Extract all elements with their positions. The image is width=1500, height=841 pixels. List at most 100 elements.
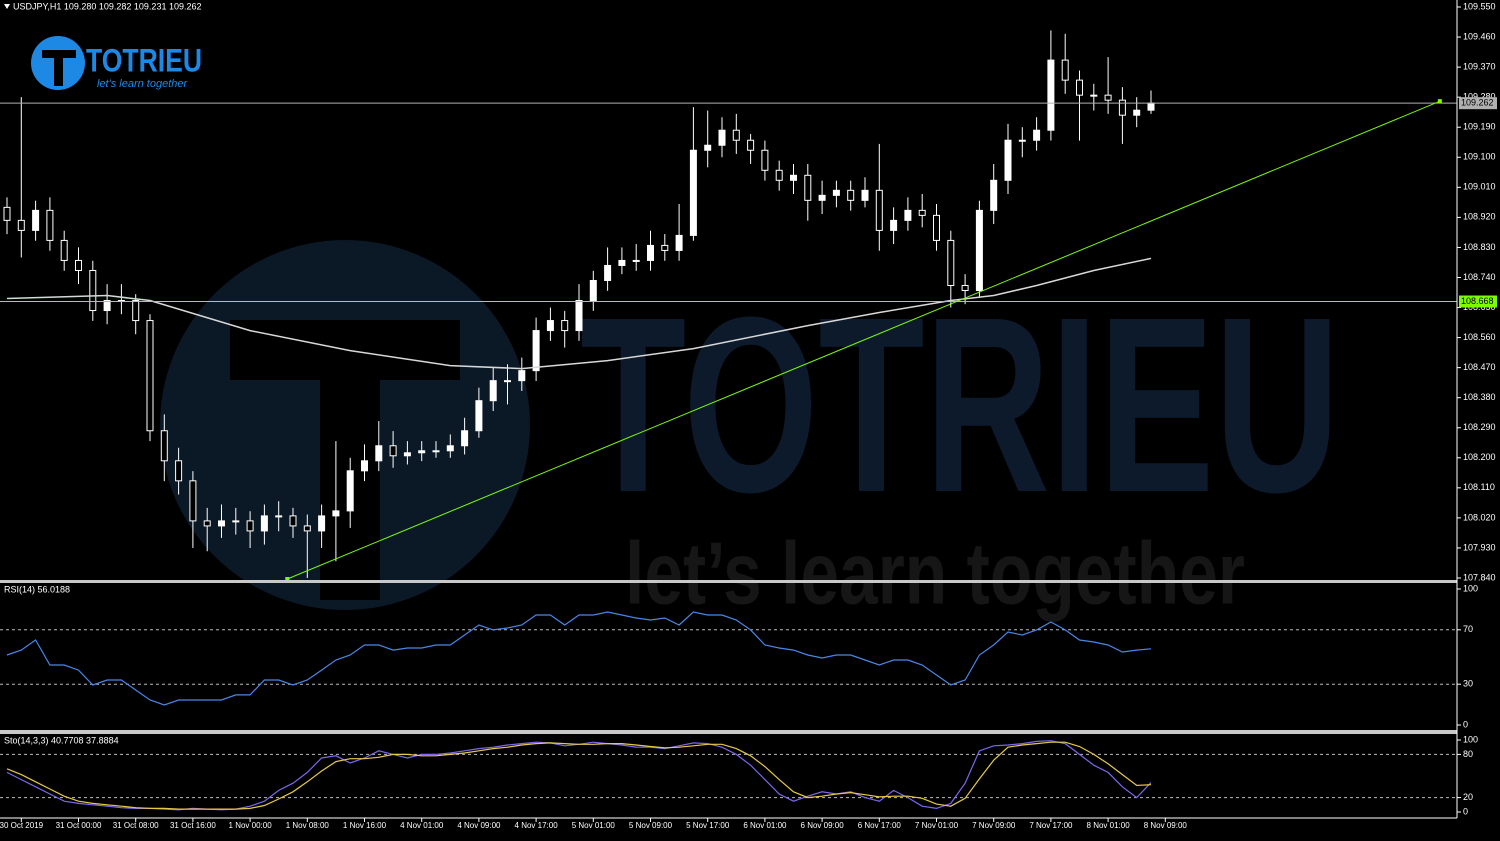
candle-body	[446, 445, 454, 452]
candle-body	[1061, 59, 1069, 81]
logo-tagline: let's learn together	[97, 78, 188, 90]
candle-body	[775, 169, 783, 181]
candle-body	[89, 269, 97, 312]
candle-body	[504, 380, 511, 383]
candle-body	[17, 219, 25, 231]
candle-body	[160, 430, 168, 462]
watermark-name: TOTRIEU	[580, 265, 1340, 544]
candle-body	[561, 320, 569, 332]
candle-body	[832, 189, 840, 196]
header-icon	[4, 4, 10, 9]
trendline	[287, 100, 1441, 580]
candle-body	[790, 174, 797, 181]
candle-body	[689, 149, 697, 236]
y-tick-label: 108.470	[1463, 362, 1496, 372]
y-tick-label: 80	[1463, 749, 1473, 759]
candle-body	[175, 460, 183, 482]
candle-body	[661, 244, 669, 251]
candle-body	[1033, 129, 1041, 141]
x-tick-label: 7 Nov 01:00	[915, 821, 959, 830]
x-tick-label: 1 Nov 16:00	[343, 821, 387, 830]
x-tick-label: 6 Nov 01:00	[743, 821, 787, 830]
candle-body	[132, 300, 140, 322]
x-tick-label: 5 Nov 09:00	[629, 821, 673, 830]
candle-body	[1047, 59, 1055, 131]
candle-body	[203, 520, 211, 527]
y-tick-label: 100	[1463, 734, 1478, 744]
candle-body	[146, 320, 154, 432]
price-label-box	[1459, 295, 1497, 308]
y-tick-label: 108.560	[1463, 332, 1496, 342]
candle-body	[1147, 102, 1155, 111]
candle-body	[232, 520, 240, 523]
y-tick-label: 108.110	[1463, 482, 1495, 492]
candle-body	[718, 129, 726, 146]
candle-body	[975, 209, 983, 292]
y-tick-label: 108.380	[1463, 392, 1496, 402]
y-tick-label: 109.280	[1463, 92, 1496, 102]
candle-body	[75, 259, 82, 271]
y-tick-label: 70	[1463, 624, 1473, 634]
candle-body	[189, 480, 197, 522]
series-line	[6, 740, 1152, 811]
candle-body	[461, 430, 469, 447]
candle-body	[947, 239, 955, 286]
panel-separator	[0, 730, 1457, 734]
candle-body	[990, 179, 998, 211]
stoch-title: Sto(14,3,3) 40.7708 37.8884	[4, 735, 119, 745]
x-tick-label: 5 Nov 17:00	[686, 821, 730, 830]
candle-body	[861, 189, 869, 201]
candle-body	[60, 239, 68, 261]
y-tick-label: 109.370	[1463, 61, 1496, 71]
y-tick-label: 108.740	[1463, 272, 1496, 282]
x-tick-label: 31 Oct 16:00	[170, 821, 216, 830]
candle-body	[575, 300, 583, 332]
candle-body	[847, 189, 855, 201]
candle-body	[1118, 99, 1126, 116]
candle-body	[1104, 94, 1112, 101]
x-tick-label: 6 Nov 17:00	[858, 821, 902, 830]
candle-body	[1018, 139, 1026, 142]
candle-body	[618, 259, 626, 266]
candle-body	[890, 219, 898, 231]
candle-body	[647, 244, 654, 261]
candle-body	[332, 510, 340, 517]
candle-body	[732, 129, 740, 141]
candle-body	[1090, 94, 1098, 97]
candle-body	[675, 234, 683, 251]
candle-body	[32, 209, 40, 231]
candle-body	[604, 264, 612, 281]
y-tick-label: 0	[1463, 806, 1468, 816]
x-tick-label: 30 Oct 2019	[0, 821, 44, 830]
trendline-anchor	[285, 576, 290, 581]
y-tick-label: 20	[1463, 792, 1473, 802]
y-tick-label: 0	[1463, 719, 1468, 729]
candle-body	[432, 450, 440, 453]
price-label-box	[1459, 97, 1497, 110]
candle-body	[418, 450, 426, 454]
candle-body	[275, 515, 283, 518]
price-label: 109.262	[1461, 98, 1494, 108]
candle-body	[389, 445, 397, 457]
moving-average	[6, 257, 1152, 370]
x-tick-label: 8 Nov 09:00	[1144, 821, 1188, 830]
candle-body	[289, 515, 297, 527]
candle-body	[589, 279, 597, 302]
y-tick-label: 30	[1463, 679, 1473, 689]
candle-body	[46, 209, 54, 241]
trendline-anchor	[1437, 99, 1442, 104]
header: USDJPY,H1 109.280 109.282 109.231 109.26…	[13, 1, 202, 11]
candle-body	[933, 214, 940, 241]
candle-body	[1004, 139, 1012, 181]
y-tick-label: 108.200	[1463, 452, 1496, 462]
x-tick-label: 1 Nov 00:00	[229, 821, 273, 830]
candle-body	[761, 149, 769, 171]
candle-body	[246, 520, 254, 532]
candle-body	[1133, 109, 1141, 116]
y-tick-label: 108.920	[1463, 212, 1496, 222]
candle-body	[103, 300, 111, 312]
watermark-tagline: let’s learn together	[625, 523, 1245, 622]
price-label: 108.668	[1461, 296, 1494, 306]
candle-body	[361, 460, 368, 472]
